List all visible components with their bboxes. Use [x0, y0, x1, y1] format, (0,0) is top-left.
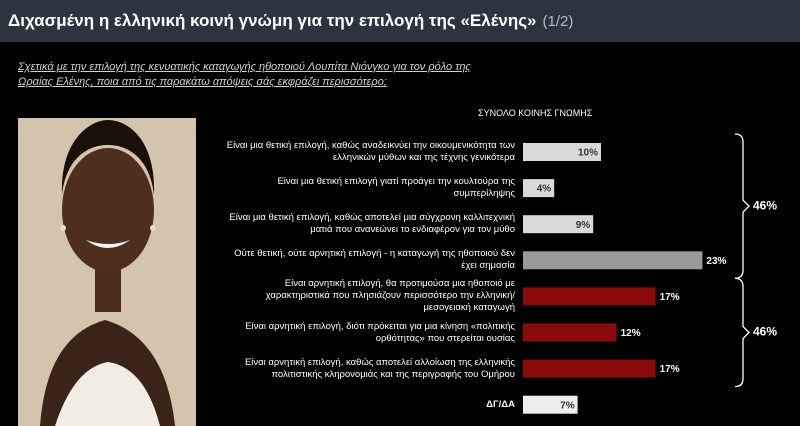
category-label: Ούτε θετική, ούτε αρνητική επιλογή - η κ…	[234, 248, 515, 272]
value-label: 17%	[660, 364, 680, 375]
value-label: 7%	[560, 400, 575, 411]
value-label: 23%	[706, 256, 726, 267]
bar	[523, 395, 578, 414]
title: Διχασμένη η ελληνική κοινή γνώμη για την…	[8, 11, 573, 31]
value-label: 9%	[576, 220, 591, 231]
subtitle: Σχετικά με την επιλογή της κενυατικής κα…	[18, 61, 471, 88]
category-label: ΔΓ/ΔΑ	[486, 398, 515, 410]
bar	[523, 215, 594, 234]
value-label: 4%	[537, 184, 552, 195]
category-label: Είναι αρνητική επιλογή, θα προτιμούσα μι…	[265, 278, 515, 314]
category-label: Είναι μια θετική επιλογή, καθώς αναδεικν…	[226, 140, 515, 163]
bar	[523, 251, 703, 270]
category-label: Είναι αρνητική επιλογή, διότι πρόκειται …	[245, 320, 515, 344]
title-text: Διχασμένη η ελληνική κοινή γνώμη για την…	[8, 11, 537, 30]
bar	[523, 287, 656, 306]
bar	[523, 179, 555, 198]
category-label: Είναι μια θετική επιλογή γιατί προάγει τ…	[277, 176, 515, 200]
value-label: 10%	[578, 148, 598, 159]
header-bar: Διχασμένη η ελληνική κοινή γνώμη για την…	[0, 0, 800, 42]
page-indicator: (1/2)	[542, 13, 574, 30]
bar	[523, 323, 617, 342]
group-bracket	[734, 133, 750, 279]
column-header: ΣΥΝΟΛΟ ΚΟΙΝΗΣ ΓΝΩΜΗΣ	[478, 108, 593, 118]
category-label: Είναι αρνητική επιλογή, καθώς αποτελεί α…	[244, 356, 515, 380]
group-total: 46%	[753, 198, 777, 212]
bar	[523, 143, 601, 161]
group-bracket	[734, 277, 750, 388]
category-label: Είναι μια θετική επιλογή, καθώς αποτελεί…	[229, 212, 515, 236]
photo	[18, 118, 196, 426]
value-label: 17%	[660, 292, 680, 303]
group-total: 46%	[753, 325, 777, 339]
value-label: 12%	[621, 328, 641, 339]
bar	[523, 359, 656, 378]
